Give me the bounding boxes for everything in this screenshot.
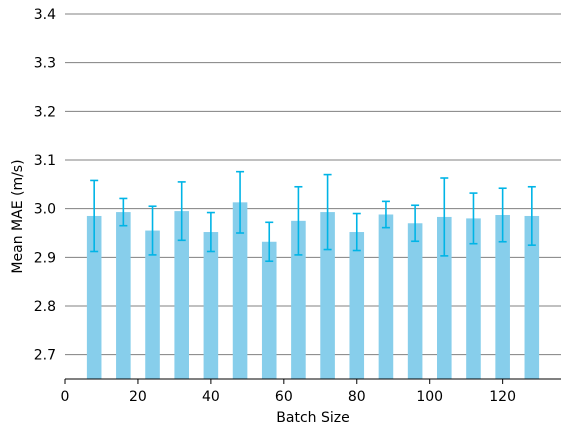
bar [524,215,540,379]
bar [495,214,510,379]
x-tick-label: 20 [129,389,147,405]
bar [116,212,131,379]
y-tick-label: 3.2 [34,104,56,120]
x-axis-label: Batch Size [276,410,349,426]
bar [407,223,423,379]
y-axis-label: Mean MAE (m/s) [10,159,26,273]
y-tick-label: 2.8 [34,299,56,315]
y-tick-label: 3.1 [34,153,56,169]
y-tick-label: 2.9 [34,250,56,266]
bar [378,214,394,379]
error-bars [90,170,536,263]
bar [145,230,160,379]
y-tick-label: 2.7 [34,348,56,364]
x-tick-label: 0 [61,389,70,405]
y-tick-label: 3.4 [34,7,56,23]
x-tick-label: 120 [489,389,516,405]
x-ticks: 0 20 40 60 80 100 120 [61,379,516,405]
grid-lines [65,13,561,356]
bar [320,212,335,379]
bar [203,232,219,379]
bar [261,241,277,379]
bar [437,216,452,379]
bar [232,202,248,379]
x-tick-label: 60 [275,389,293,405]
y-tick-label: 3.3 [34,56,56,72]
bar [86,215,102,379]
bar [291,220,306,379]
bar [466,218,481,379]
y-tick-label: 3.0 [34,202,56,218]
x-tick-label: 100 [416,389,443,405]
bar [349,232,365,379]
x-tick-label: 40 [202,389,220,405]
bars [86,202,540,379]
x-tick-label: 80 [348,389,366,405]
bar [174,211,189,379]
y-ticks: 2.7 2.8 2.9 3.0 3.1 3.2 3.3 3.4 [34,7,56,364]
